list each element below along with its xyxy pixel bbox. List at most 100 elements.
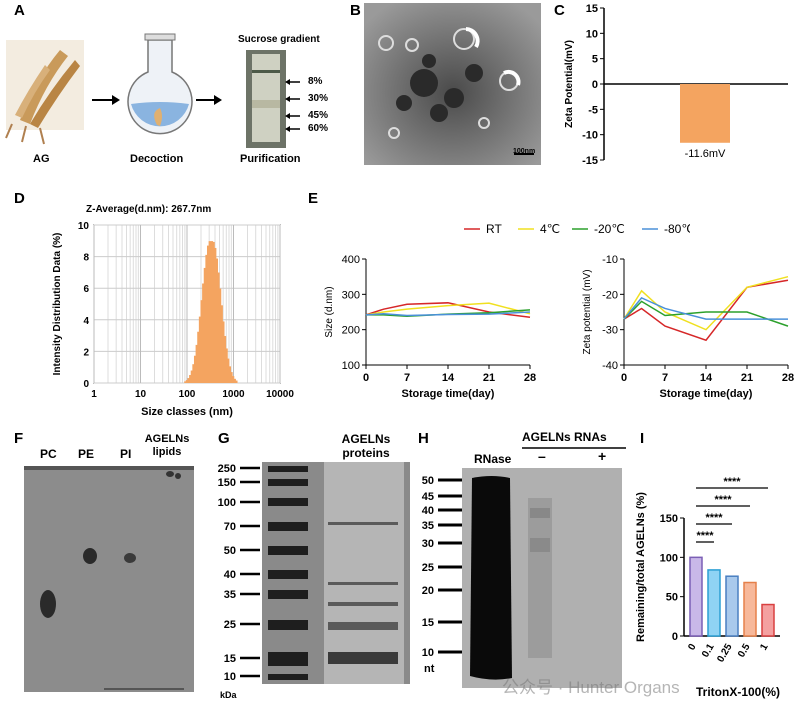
y-tick-label: -10 — [582, 130, 598, 142]
x-axis-label: TritonX-100(%) — [696, 685, 780, 699]
y-tick-label: 100 — [660, 552, 678, 564]
scale-bar-label: 100nm — [513, 148, 536, 155]
x-tick-label: 7 — [662, 372, 668, 384]
gel-title: AGELNs proteins — [341, 432, 391, 460]
series-line — [623, 279, 789, 342]
chart-title: Z-Average(d.nm): 267.7nm — [86, 204, 211, 215]
panel-label-b: B — [350, 2, 361, 19]
y-tick-label: -15 — [582, 155, 598, 167]
gel-title: AGELNs RNAs — [522, 430, 607, 444]
x-tick-label: 14 — [700, 372, 713, 384]
y-axis-label: Intensity Distribution Data (%) — [52, 233, 63, 376]
series-line — [365, 311, 531, 317]
ladder-label: 70 — [224, 521, 236, 533]
ladder-label: 35 — [422, 520, 434, 532]
significance-label: **** — [714, 494, 732, 506]
lane-label-rnase: RNase — [474, 452, 512, 466]
zeta-potential-chart: 15 10 5 0 -5 -10 -15 -11.6mV Zeta Potential(mV) — [564, 3, 788, 167]
gradient-level: 30% — [308, 93, 329, 104]
x-axis-label: Storage time(day) — [402, 388, 495, 400]
panel-label-e: E — [308, 190, 319, 207]
y-tick-label: -40 — [602, 360, 618, 372]
bar — [761, 603, 775, 637]
lane-label: PI — [120, 447, 132, 461]
arrow-icon — [112, 95, 120, 105]
y-tick-label: 400 — [342, 254, 360, 266]
panel-label-h: H — [418, 430, 429, 447]
x-tick-label: 1000 — [222, 389, 245, 400]
watermark-text: 公众号 · Hunter Organs — [502, 678, 680, 697]
storage-zeta-chart: -10 -20 -30 -400 7 14 21 28 Storage time(day) Zet… — [582, 254, 794, 400]
tlc-plate-image — [24, 466, 194, 692]
tem-micrograph — [364, 3, 541, 165]
bar — [680, 84, 730, 143]
y-tick-label: 8 — [83, 253, 89, 264]
panel-label-d: D — [14, 190, 25, 207]
x-tick-label: 0 — [363, 372, 369, 384]
x-tick-label: 28 — [524, 372, 536, 384]
x-tick-label: 0 — [686, 642, 699, 653]
ladder-label: 45 — [422, 491, 434, 503]
x-axis-label: Storage time(day) — [660, 388, 753, 400]
x-axis-label: Size classes (nm) — [141, 406, 233, 418]
x-tick-label: 0.25 — [715, 642, 734, 665]
panel-label-g: G — [218, 430, 230, 447]
ladder-unit: nt — [424, 663, 435, 675]
isolation-workflow-diagram — [5, 33, 300, 148]
ladder-label: 15 — [422, 617, 434, 629]
y-tick-label: -10 — [602, 254, 618, 266]
ladder-label: 50 — [422, 475, 434, 487]
sds-page-gel-image — [262, 462, 410, 684]
arrow-icon — [214, 95, 222, 105]
legend-label: -20℃ — [594, 222, 625, 236]
panel-label-f: F — [14, 430, 24, 447]
x-tick-label: 1 — [91, 389, 97, 400]
lane-label: PC — [40, 447, 57, 461]
y-tick-label: 6 — [83, 284, 89, 295]
y-tick-label: 50 — [666, 592, 678, 604]
sucrose-gradient-tube — [246, 50, 286, 148]
x-tick-label: 28 — [782, 372, 794, 384]
x-tick-label: 21 — [741, 372, 753, 384]
bar — [689, 556, 703, 637]
step-decoction-label: Decoction — [130, 153, 184, 165]
bar — [707, 569, 721, 637]
ladder-label: 25 — [224, 619, 236, 631]
ladder-unit: kDa — [220, 690, 237, 700]
y-tick-label: 15 — [586, 3, 598, 15]
y-tick-label: -20 — [602, 289, 618, 301]
rna-ladder-marker: 50 45 40 35 30 25 20 15 10 — [422, 475, 462, 659]
step-purification-label: Purification — [240, 153, 301, 165]
y-tick-label: 300 — [342, 289, 360, 301]
y-tick-label: 10 — [78, 221, 90, 232]
x-tick-label: 21 — [483, 372, 495, 384]
y-tick-label: 0 — [672, 631, 678, 643]
gradient-level: 45% — [308, 110, 329, 121]
ginseng-root-image — [5, 40, 84, 145]
ladder-label: 30 — [422, 538, 434, 550]
y-tick-label: 4 — [83, 316, 89, 327]
ladder-label: 20 — [422, 585, 434, 597]
stability-legend: RT 4℃ -20℃ -80℃ — [464, 222, 690, 236]
series-line — [365, 302, 531, 316]
y-axis-label: Zeta potential (mV) — [582, 269, 593, 354]
size-distribution-chart: Z-Average(d.nm): 267.7nm 0 2 4 6 8 10 1 10 100 100… — [52, 204, 294, 418]
legend-label: RT — [486, 222, 502, 236]
bar — [725, 575, 739, 637]
ladder-label: 50 — [224, 545, 236, 557]
x-tick-label: 0.5 — [736, 642, 753, 660]
x-tick-label: 14 — [442, 372, 455, 384]
panel-label-i: I — [640, 430, 645, 447]
gradient-level: 8% — [308, 76, 323, 87]
legend-label: -80℃ — [664, 222, 690, 236]
significance-label: **** — [723, 476, 741, 488]
panel-label-a: A — [14, 2, 25, 19]
legend-label: 4℃ — [540, 222, 560, 236]
bar — [743, 581, 757, 637]
ladder-label: 25 — [422, 562, 434, 574]
ladder-label: 100 — [218, 497, 236, 509]
lane-group-bracket — [522, 447, 626, 449]
ladder-label: 40 — [224, 569, 236, 581]
lane-label-plus: + — [598, 448, 607, 464]
source-label: AG — [33, 153, 50, 165]
